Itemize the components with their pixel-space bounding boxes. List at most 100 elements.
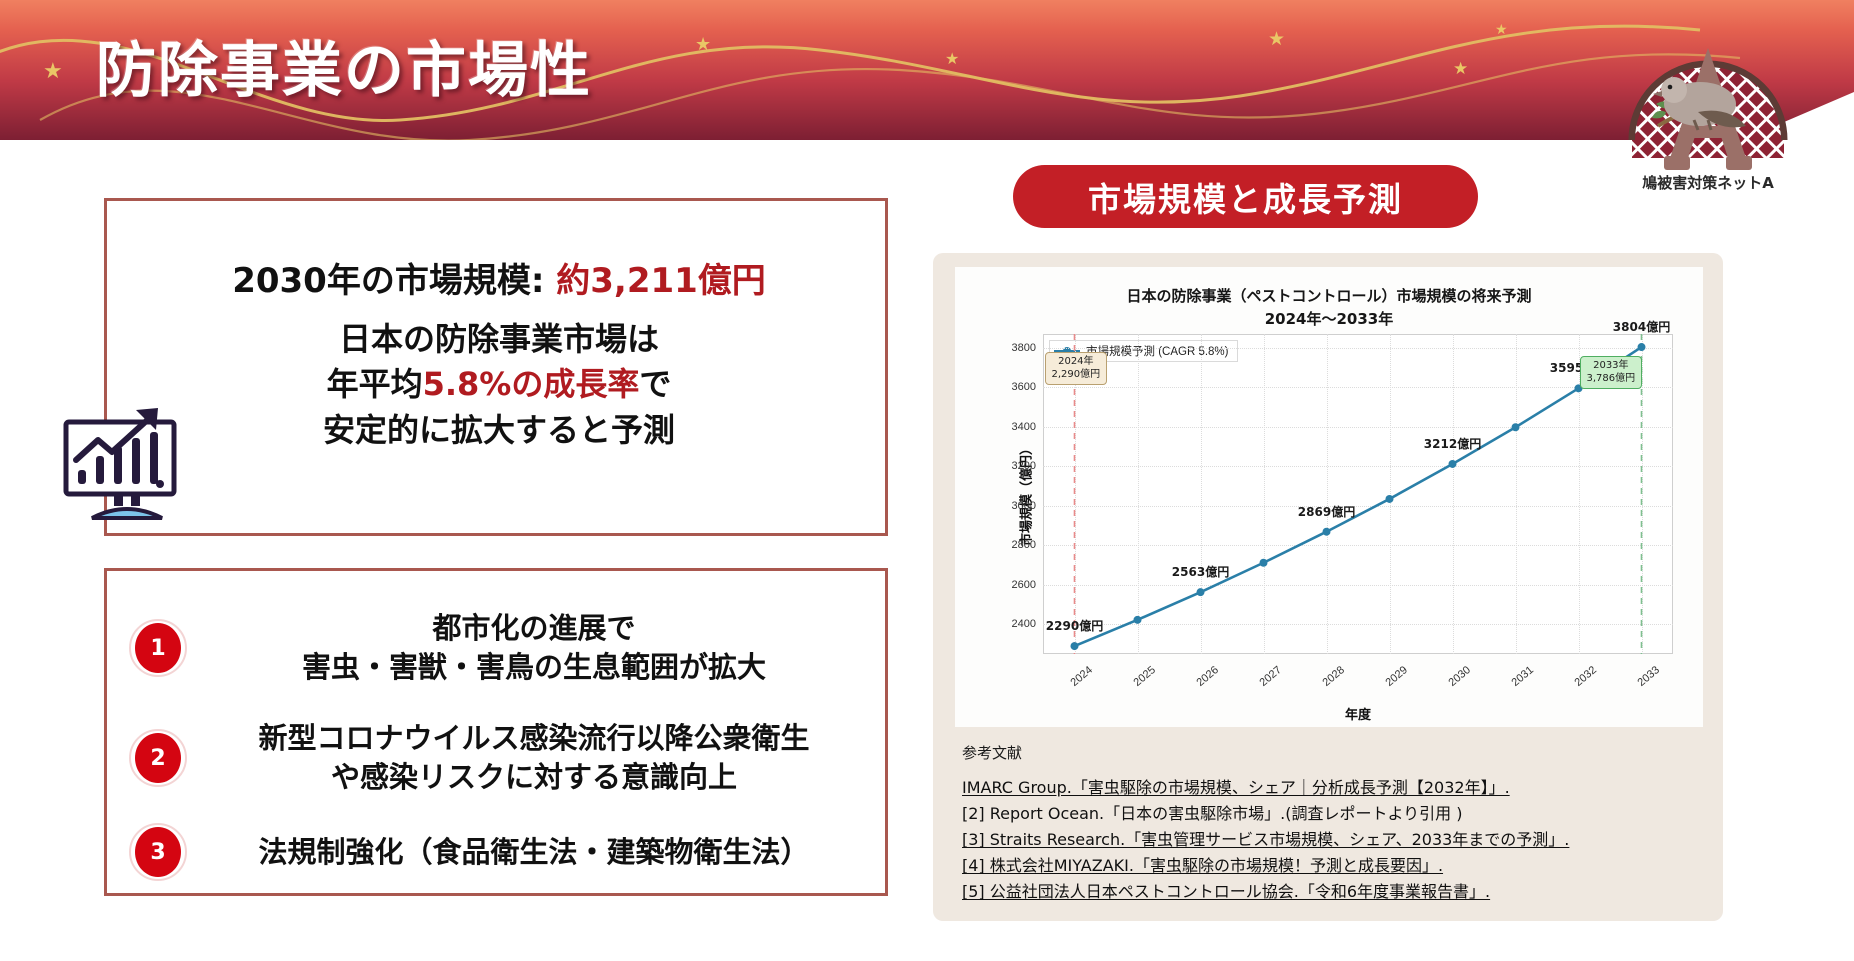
- list-item-text: 新型コロナウイルス感染流行以降公衆衛生 や感染リスクに対する意識向上: [187, 719, 891, 797]
- x-axis-tick: 2032: [1571, 664, 1599, 689]
- grid-line: [1578, 334, 1580, 654]
- references-section: 参考文献 IMARC Group.「害虫駆除の市場規模、シェア｜分析成長予測【2…: [962, 742, 1702, 905]
- data-point-label: 3804億円: [1612, 320, 1671, 335]
- x-axis-tick: 2025: [1130, 664, 1158, 689]
- x-axis-tick: 2027: [1256, 664, 1284, 689]
- grid-line: [1043, 466, 1673, 468]
- y-axis-tick: 2600: [1011, 578, 1036, 591]
- x-axis-tick: 2026: [1193, 664, 1221, 689]
- grid-line: [1043, 505, 1673, 507]
- list-item-line: 法規制強化（食品衛生法・建築物衛生法）: [258, 834, 810, 869]
- star-icon: ★: [945, 51, 960, 68]
- subcopy-line-2-pre: 年平均: [326, 365, 423, 404]
- grid-line: [1515, 334, 1517, 654]
- grid-line: [1263, 334, 1265, 654]
- x-axis-tick: 2033: [1634, 664, 1662, 689]
- list-number: 1: [150, 635, 166, 661]
- header-wave-decoration: [0, 24, 1741, 140]
- grid-line: [1043, 387, 1673, 389]
- y-axis-tick: 3800: [1011, 341, 1036, 354]
- y-axis-tick: 3400: [1011, 420, 1036, 433]
- grid-line: [1452, 334, 1454, 654]
- list-number-badge: 3: [129, 823, 187, 881]
- grid-line: [1389, 334, 1391, 654]
- x-axis-tick: 2029: [1382, 664, 1410, 689]
- reference-item[interactable]: IMARC Group.「害虫駆除の市場規模、シェア｜分析成長予測【2032年】…: [962, 778, 1510, 797]
- star-icon: ★: [695, 34, 712, 54]
- section-badge: 市場規模と成長予測: [1013, 165, 1478, 228]
- chart-annotation: 2024年 2,290億円: [1044, 352, 1108, 385]
- legend-line-marker: [1054, 347, 1080, 355]
- reference-item: [2] Report Ocean.「日本の害虫駆除市場」.(調査レポートより引用…: [962, 803, 1463, 823]
- chart-series: [1070, 334, 1646, 654]
- reference-item[interactable]: [5] 公益社団法人日本ペストコントロール協会.「令和6年度事業報告書」.: [962, 881, 1491, 901]
- chart-annotation: 2033年 3,786億円: [1579, 356, 1643, 389]
- subcopy-line-1: 日本の防除事業市場は: [338, 320, 659, 358]
- grid-line: [1137, 334, 1139, 654]
- y-axis-tick: 3600: [1011, 381, 1036, 394]
- list-item: 3 法規制強化（食品衛生法・建築物衛生法）: [107, 819, 891, 885]
- brand-logo: [1618, 8, 1798, 198]
- market-size-panel: 2030年の市場規模: 約3,211億円 日本の防除事業市場は 年平均5.8%の…: [104, 198, 888, 536]
- list-number-badge: 1: [129, 619, 187, 677]
- grid-line: [1043, 624, 1673, 626]
- chart-container: 日本の防除事業（ペストコントロール）市場規模の将来予測 2024年～2033年 …: [955, 267, 1703, 727]
- subcopy-line-3: 安定的に拡大すると予測: [322, 410, 675, 449]
- star-icon: ★: [1268, 29, 1286, 50]
- grid-line: [1043, 426, 1673, 428]
- market-size-subcopy: 日本の防除事業市場は 年平均5.8%の成長率で 安定的に拡大すると予測: [107, 317, 891, 453]
- market-size-headline: 2030年の市場規模: 約3,211億円: [107, 253, 891, 302]
- data-point-label: 2869億円: [1297, 504, 1356, 519]
- x-axis-label: 年度: [1344, 708, 1371, 723]
- growth-factors-panel: 1 都市化の進展で 害虫・害獣・害鳥の生息範囲が拡大 2 新型コロナウイルス感染…: [104, 568, 888, 896]
- reference-item[interactable]: [3] Straits Research.「害虫管理サービス市場規模、シェア、2…: [962, 829, 1570, 849]
- list-item: 1 都市化の進展で 害虫・害獣・害鳥の生息範囲が拡大: [107, 593, 891, 703]
- annotation-line: 3,786億円: [1586, 372, 1636, 384]
- slide-header: ★ ★ ★ ★ ★ ★ 防除事業の市場性: [0, 0, 1854, 140]
- grid-line: [1043, 584, 1673, 586]
- data-point-label: 2290億円: [1045, 619, 1104, 634]
- pigeon-net-logo-icon: [1628, 48, 1788, 170]
- headline-prefix: 2030年の市場規模:: [232, 261, 557, 301]
- list-number-badge: 2: [129, 729, 187, 787]
- grid-line: [1326, 334, 1328, 654]
- chart-title-main: 日本の防除事業（ペストコントロール）市場規模の将来予測: [1126, 287, 1532, 305]
- x-axis-tick: 2030: [1445, 664, 1473, 689]
- list-item-line: や感染リスクに対する意識向上: [330, 760, 737, 794]
- page-title: 防除事業の市場性: [96, 36, 592, 106]
- headline-accent: 約3,211億円: [556, 261, 766, 301]
- list-item-line: 都市化の進展で: [432, 611, 636, 646]
- x-axis-tick: 2024: [1067, 664, 1095, 689]
- subcopy-line-2-accent: 5.8%の成長率: [422, 365, 640, 404]
- list-number: 2: [150, 745, 166, 771]
- reference-item[interactable]: [4] 株式会社MIYAZAKI.「害虫駆除の市場規模！予測と成長要因」.: [962, 855, 1444, 875]
- y-axis-tick: 3000: [1011, 499, 1036, 512]
- list-item-text: 都市化の進展で 害虫・害獣・害鳥の生息範囲が拡大: [187, 609, 891, 687]
- y-axis-tick: 2400: [1011, 618, 1036, 631]
- annotation-line: 2024年: [1058, 356, 1094, 367]
- list-item-line: 新型コロナウイルス感染流行以降公衆衛生: [258, 721, 810, 756]
- list-item-text: 法規制強化（食品衛生法・建築物衛生法）: [187, 833, 891, 872]
- x-axis-tick: 2031: [1508, 664, 1536, 689]
- chart-title: 日本の防除事業（ペストコントロール）市場規模の将来予測 2024年～2033年: [955, 285, 1703, 330]
- y-axis-tick: 2800: [1011, 539, 1036, 552]
- data-point-label: 2563億円: [1171, 565, 1230, 580]
- annotation-line: 2033年: [1593, 360, 1629, 371]
- subcopy-line-2: 年平均5.8%の成長率で: [107, 362, 891, 407]
- references-list: IMARC Group.「害虫駆除の市場規模、シェア｜分析成長予測【2032年】…: [962, 775, 1702, 905]
- chart-title-sub: 2024年～2033年: [1264, 309, 1394, 328]
- data-point-label: 3212億円: [1423, 436, 1482, 451]
- y-axis-tick: 3200: [1011, 460, 1036, 473]
- grid-line: [1043, 347, 1673, 349]
- grid-line: [1200, 334, 1202, 654]
- chart-plot-area: 市場規模（億円） 年度 市場規模予測 (CAGR 5.8%) 2400 2600 2…: [1012, 320, 1673, 723]
- monitor-growth-chart-icon: [62, 396, 192, 526]
- brand-logo-caption: 鳩被害対策ネットA: [1642, 174, 1774, 192]
- star-icon: ★: [1453, 59, 1469, 78]
- list-number: 3: [150, 839, 166, 865]
- legend-label: 市場規模予測 (CAGR 5.8%): [1086, 346, 1229, 358]
- grid-line: [1043, 545, 1673, 547]
- x-axis-tick: 2028: [1319, 664, 1347, 689]
- star-icon: ★: [1495, 21, 1508, 37]
